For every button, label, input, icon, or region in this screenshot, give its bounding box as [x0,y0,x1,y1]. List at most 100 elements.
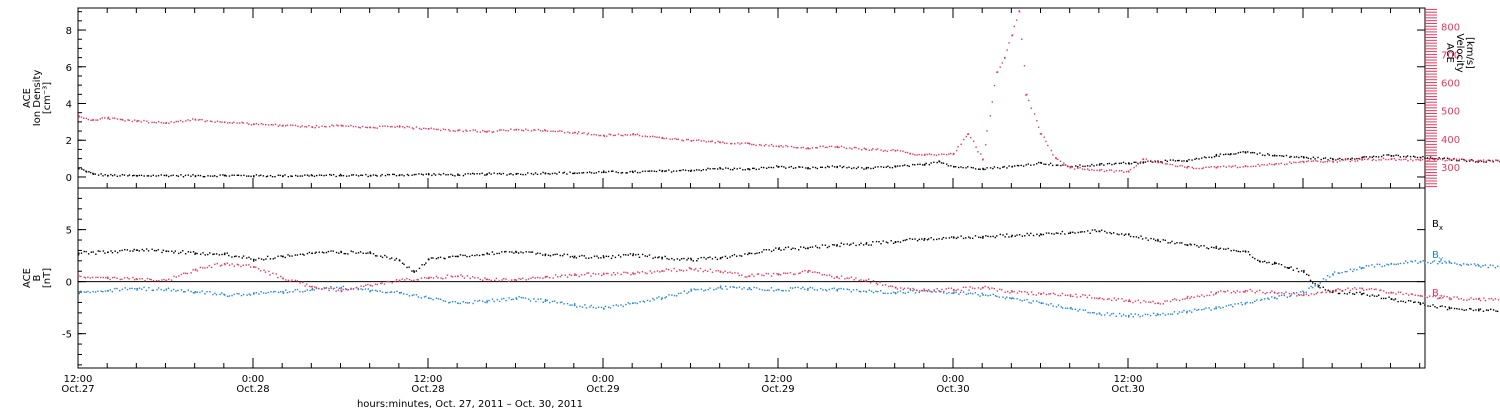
data-point [982,235,984,238]
data-point [1205,166,1207,168]
data-point [940,290,942,293]
data-point [627,254,629,256]
data-point [1094,229,1096,231]
data-point [1458,159,1460,162]
data-point [104,290,107,292]
data-point [542,171,544,174]
data-point [1018,290,1021,292]
data-point [1273,292,1276,294]
data-point [875,148,877,151]
data-point [977,294,979,296]
data-point [1206,294,1208,297]
data-point [379,255,382,257]
data-point [589,306,591,308]
data-point [182,176,185,178]
data-point [894,292,897,294]
data-point [342,288,344,291]
data-point [738,274,740,277]
data-point [165,279,168,282]
data-point [880,290,882,292]
data-point [608,133,610,135]
velocity-tick-label: 300 [1441,163,1460,174]
data-point [250,124,253,126]
data-point [1201,309,1203,311]
data-point [1062,164,1064,166]
data-point [340,286,343,289]
data-point [1290,293,1293,295]
data-point [282,292,285,294]
data-point [763,274,765,277]
data-point [840,145,843,148]
data-point [459,129,461,131]
data-point [805,147,807,150]
velocity-tick-label: 600 [1441,79,1460,90]
data-point [730,142,732,145]
data-point [869,282,872,284]
data-point [850,167,853,170]
data-point [784,246,787,249]
data-point [1428,295,1431,297]
data-point [794,273,796,275]
data-point [800,147,802,149]
data-point [917,163,919,166]
data-point [1047,144,1049,147]
data-point [676,270,678,273]
data-point [476,172,478,175]
data-point [160,288,162,291]
data-point [729,286,732,288]
data-point [1359,266,1361,268]
data-point [1215,245,1217,248]
data-point [1015,19,1018,21]
data-point [224,252,226,254]
data-point [1201,157,1203,159]
data-point [1278,163,1280,165]
data-point [379,290,381,292]
data-point [826,165,829,168]
data-point [321,288,323,290]
data-point [462,174,465,177]
data-point [78,167,80,170]
data-point [968,236,970,238]
data-point [445,277,447,279]
data-point [1424,157,1426,159]
data-point [199,266,202,269]
data-point [1392,155,1395,157]
data-point [223,262,226,265]
data-point [1244,289,1247,292]
data-point [340,288,342,290]
data-point [1196,309,1198,311]
data-point [641,170,644,173]
data-point [521,129,523,131]
data-point [476,254,478,256]
data-point [1091,311,1094,314]
data-point [141,248,143,251]
data-point [249,294,252,296]
data-point [542,301,544,303]
data-point [517,172,519,175]
data-point [465,129,467,131]
data-point [979,236,982,239]
data-point [435,297,438,299]
data-point [744,142,747,144]
data-point [249,266,252,268]
data-point [318,174,321,176]
data-point [522,130,525,132]
data-point [324,125,326,128]
data-point [467,172,469,175]
data-point [525,251,527,253]
data-point [277,255,279,257]
data-point [539,129,542,132]
data-point [161,251,163,254]
data-point [78,292,80,294]
data-point [972,293,974,295]
data-point [483,130,486,133]
data-point [1091,163,1093,166]
data-point [788,290,790,292]
data-point [1002,166,1004,168]
data-point [1064,233,1066,235]
x-tick-time: 12:00 [64,374,93,385]
data-point [313,175,316,177]
data-point [1069,231,1072,234]
data-point [929,290,931,293]
data-point [457,173,459,175]
